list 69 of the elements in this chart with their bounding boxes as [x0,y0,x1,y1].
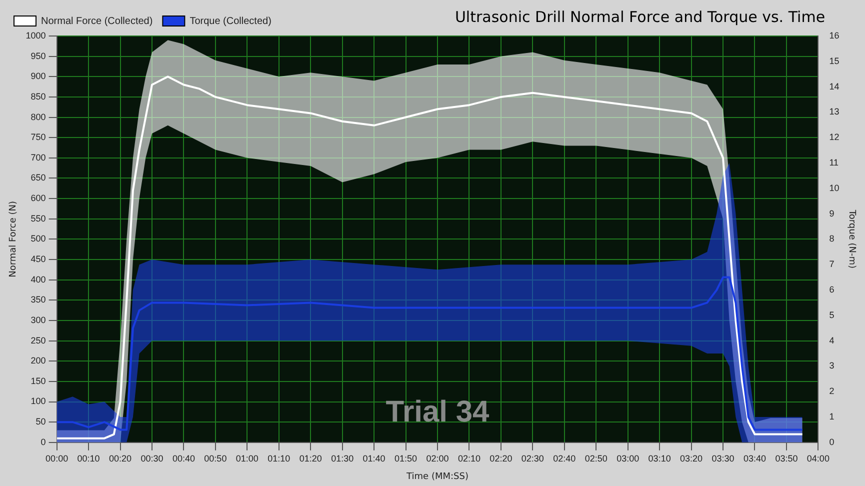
x-tick-label: 00:30 [140,453,164,464]
y2-tick-label: 9 [829,208,834,218]
x-tick-label: 03:20 [680,453,703,464]
x-tick-label: 02:30 [521,453,544,464]
y-tick-label: 300 [30,314,46,325]
y2-tick-label: 7 [829,259,834,270]
y-tick-label: 400 [30,274,46,284]
y-tick-label: 0 [40,436,46,447]
x-tick-label: 03:30 [712,453,734,464]
y-tick-label: 550 [30,213,46,224]
y2-tick-label: 6 [829,284,834,294]
x-tick-label: 02:20 [490,453,512,464]
y-tick-label: 750 [30,132,46,142]
y-tick-label: 600 [30,193,46,204]
x-tick-label: 00:00 [46,453,68,464]
x-tick-label: 01:10 [268,453,290,464]
y2-axis-title: Torque (N-m) [846,208,856,269]
y2-tick-label: 12 [829,132,840,142]
x-tick-label: 00:20 [109,453,132,464]
x-tick-label: 02:00 [426,453,449,464]
y2-tick-label: 5 [829,310,834,320]
x-tick-label: 01:20 [299,453,322,464]
y-tick-label: 450 [30,254,46,264]
y2-tick-label: 10 [829,182,840,193]
x-tick-label: 01:30 [331,453,354,464]
x-tick-label: 01:40 [362,453,386,464]
y2-tick-label: 13 [829,106,840,117]
y2-tick-label: 16 [829,30,840,40]
x-tick-label: 00:50 [204,453,227,464]
x-tick-label: 00:40 [172,453,195,464]
y2-tick-label: 0 [829,436,834,447]
y-tick-label: 850 [30,91,46,102]
y2-tick-label: 15 [829,56,840,66]
y2-tick-label: 11 [829,157,839,168]
x-tick-label: 01:50 [394,453,418,464]
y2-tick-label: 8 [829,234,834,244]
y-tick-label: 250 [30,335,46,346]
x-tick-label: 03:50 [775,453,798,464]
x-tick-label: 03:10 [648,453,671,464]
y2-tick-label: 4 [829,335,834,346]
y-tick-label: 1000 [26,30,46,40]
chart-title: Ultrasonic Drill Normal Force and Torque vs. Time [454,7,826,26]
legend-label: Torque (Collected) [190,16,272,27]
y2-tick-label: 14 [829,81,840,92]
legend-label: Normal Force (Collected) [41,16,153,27]
y-tick-label: 950 [30,50,46,61]
y-tick-label: 650 [30,172,46,183]
y2-tick-label: 3 [829,360,834,371]
x-axis-title: Time (MM:SS) [406,472,468,482]
y-tick-label: 50 [36,416,46,427]
y-tick-label: 350 [30,294,46,305]
y-axis-title: Normal Force (N) [8,201,19,278]
y-tick-label: 500 [30,234,46,244]
y-tick-label: 700 [30,152,46,162]
x-tick-label: 01:00 [236,453,258,464]
y-tick-label: 100 [30,396,46,406]
x-tick-label: 04:00 [806,453,830,464]
x-tick-label: 03:00 [616,453,640,464]
x-tick-label: 02:40 [553,453,576,464]
y-tick-label: 200 [30,356,46,366]
x-tick-label: 02:50 [584,453,608,464]
y2-tick-label: 1 [829,411,834,422]
y2-tick-label: 2 [829,386,834,396]
x-tick-label: 00:10 [77,453,100,464]
x-tick-label: 02:10 [458,453,480,464]
y-tick-label: 900 [30,71,46,82]
x-tick-label: 03:40 [743,453,766,464]
y-tick-label: 150 [30,376,46,386]
y-tick-label: 800 [30,112,46,122]
